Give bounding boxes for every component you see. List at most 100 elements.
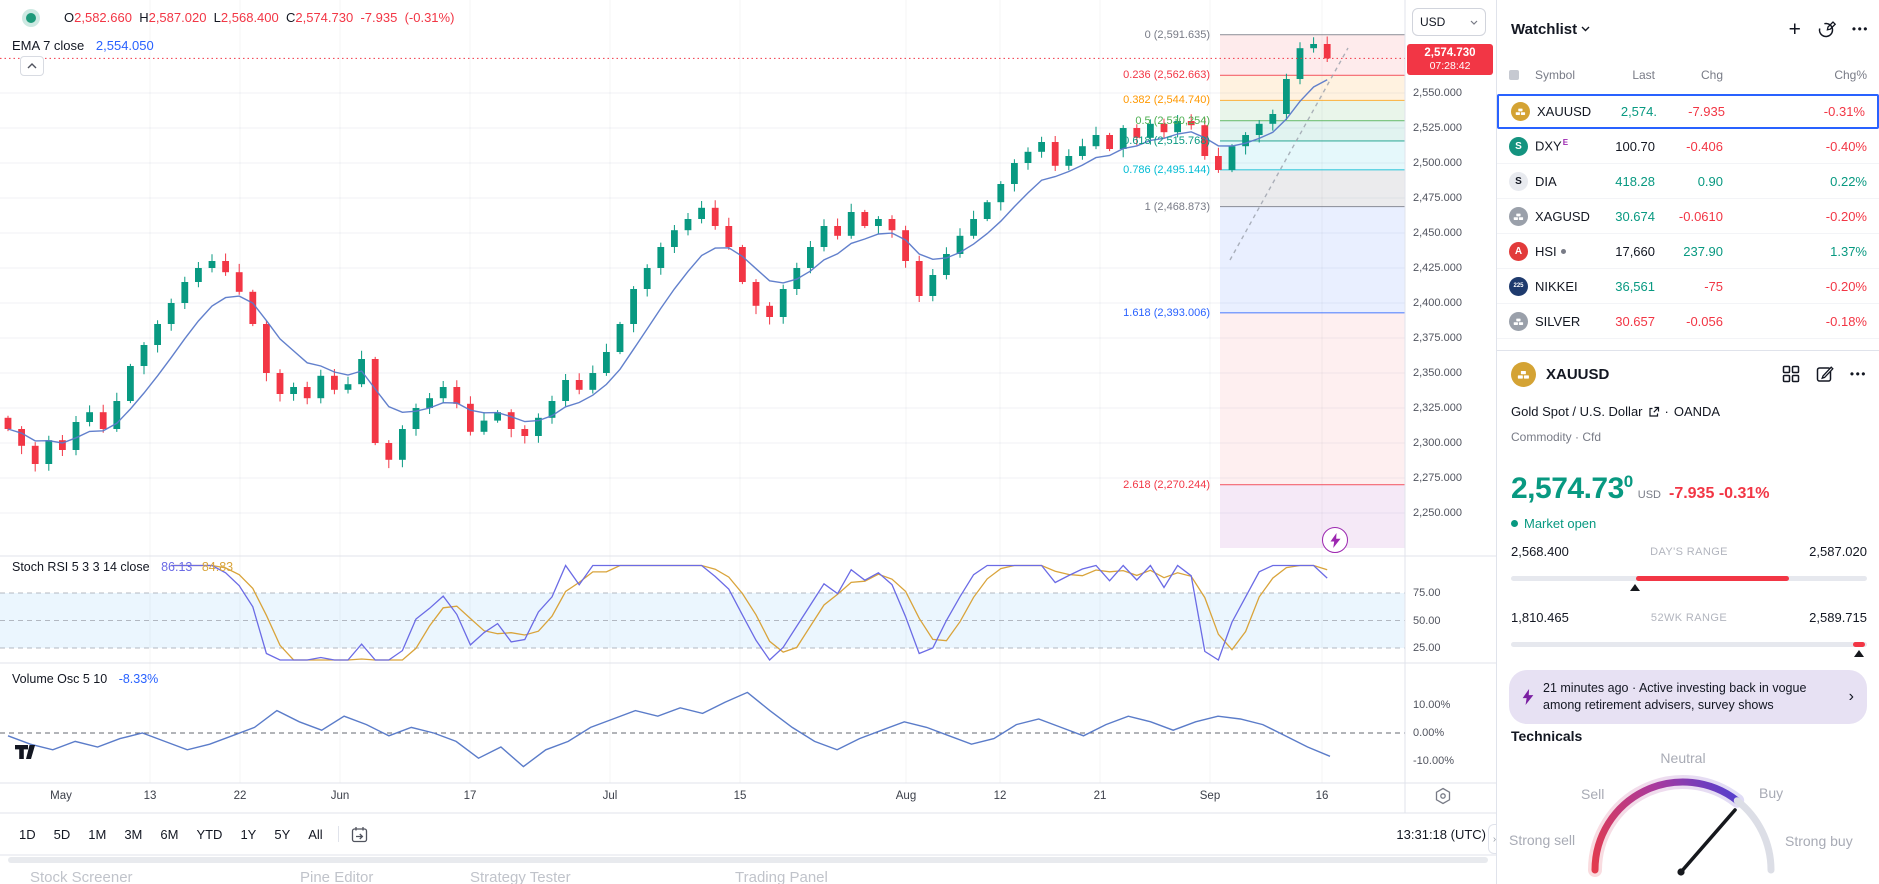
time-axis-label: 17 [463, 790, 477, 802]
clock-utc[interactable]: 13:31:18 (UTC) [1396, 826, 1486, 842]
candlestick-chart[interactable] [0, 0, 1496, 884]
range-buttons: 1D 5D 1M 3M 6M YTD 1Y 5Y All [10, 823, 332, 846]
chevron-down-icon [1470, 20, 1478, 25]
high-value: 2,587.020 [148, 10, 207, 25]
range-button-1y[interactable]: 1Y [231, 823, 265, 846]
watchlist-row-silver[interactable]: SILVER 30.657 -0.056 -0.18% [1497, 304, 1879, 339]
footer-item[interactable]: Pine Editor [300, 869, 374, 884]
price-tick: 2,275.000 [1413, 472, 1462, 484]
range-button-5y[interactable]: 5Y [265, 823, 299, 846]
symbol-letter-icon: 225 [1509, 276, 1528, 296]
price-tick: 2,325.000 [1413, 402, 1462, 414]
price-tick: 2,450.000 [1413, 227, 1462, 239]
column-chg[interactable]: Chg [1700, 68, 1723, 82]
high-label: H [139, 10, 149, 25]
fib-level-label: 1 (2,468.873) [1144, 200, 1210, 213]
tradingview-logo[interactable] [14, 742, 40, 767]
low-value: 2,568.400 [220, 10, 279, 25]
watchlist-title[interactable]: Watchlist [1511, 21, 1590, 38]
row-chg-pct: -0.18% [1825, 313, 1867, 329]
watchlist-row-xauusd[interactable]: XAUUSD 2,574. -7.935 -0.31% [1497, 94, 1879, 129]
fib-level-label: 0.5 (2,530,254) [1135, 114, 1210, 127]
go-to-date-button[interactable] [345, 824, 374, 845]
fib-level-label: 0 (2,591.635) [1144, 28, 1210, 41]
row-chg-pct: 1.37% [1830, 243, 1867, 259]
heatmap-icon[interactable] [1817, 20, 1836, 39]
watchlist-row-dxy[interactable]: S DXYE 100.70 -0.406 -0.40% [1497, 129, 1879, 164]
wk52-range-bar [1511, 642, 1867, 647]
flag-icon[interactable] [1509, 70, 1519, 80]
time-axis-label: Sep [1199, 790, 1221, 802]
collapse-pane-button[interactable] [20, 56, 44, 76]
column-chg-pct[interactable]: Chg% [1834, 68, 1867, 82]
footer-item[interactable]: Trading Panel [735, 869, 828, 884]
row-chg: -7.935 [1688, 104, 1725, 119]
news-chevron-icon[interactable]: › [1848, 688, 1854, 705]
watchlist-row-dia[interactable]: S DIA 418.28 0.90 0.22% [1497, 164, 1879, 199]
exchange-badge: E [1562, 138, 1569, 148]
watchlist-row-hsi[interactable]: A HSI 17,660 237.90 1.37% [1497, 234, 1879, 269]
news-lightning-icon [1522, 689, 1534, 705]
row-symbol: XAGUSD [1535, 208, 1590, 224]
gauge-label-strong-buy: Strong buy [1785, 833, 1853, 849]
column-symbol[interactable]: Symbol [1535, 68, 1576, 82]
gauge-label-strong-sell: Strong sell [1509, 832, 1576, 848]
time-axis-label: 16 [1315, 790, 1329, 802]
time-axis-label: May [50, 790, 72, 802]
watchlist-row-nikkei[interactable]: 225 NIKKEI 36,561 -75 -0.20% [1497, 269, 1879, 304]
section-divider [1497, 350, 1879, 351]
news-item[interactable]: 21 minutes ago · Active investing back i… [1509, 670, 1867, 724]
fib-level-label: 0.236 (2,562.663) [1123, 69, 1210, 82]
symbol-letter-icon: S [1509, 171, 1528, 191]
price-tick: 2,475.000 [1413, 192, 1462, 204]
horizontal-scrollbar[interactable] [8, 857, 1488, 863]
row-chg-pct: -0.31% [1823, 104, 1865, 119]
currency-selector[interactable]: USD [1412, 8, 1486, 36]
row-chg-pct: 0.22% [1830, 173, 1867, 189]
compose-icon[interactable] [1816, 365, 1834, 383]
row-symbol: NIKKEI [1535, 278, 1578, 294]
range-button-1m[interactable]: 1M [79, 823, 115, 846]
ema-label: EMA 7 close [12, 38, 85, 53]
price-tick: 2,500.000 [1413, 157, 1462, 169]
gauge-needle [1679, 808, 1737, 874]
add-symbol-button[interactable]: + [1788, 17, 1801, 41]
price-tick: 2,525.000 [1413, 122, 1462, 134]
detail-more-icon[interactable]: ••• [1849, 367, 1867, 381]
market-status: Market open [1511, 516, 1596, 531]
news-headline: 21 minutes ago · Active investing back i… [1543, 680, 1807, 713]
open-value: 2,582.660 [74, 10, 132, 25]
footer-item[interactable]: Stock Screener [30, 869, 133, 884]
calendar-icon [351, 826, 367, 842]
range-button-all[interactable]: All [299, 823, 331, 846]
open-label: O [64, 10, 75, 25]
chevron-down-icon [1581, 26, 1590, 32]
row-symbol: DXYE [1535, 138, 1569, 154]
watchlist-more-icon[interactable]: ••• [1851, 22, 1869, 36]
price-axis[interactable]: USD 2,574.730 07:28:42 2,550.000 2,525.00… [1406, 0, 1496, 813]
exchange-separator: · [1664, 404, 1669, 419]
detail-symbol-name[interactable]: XAUUSD [1546, 365, 1610, 383]
row-chg: 237.90 [1683, 243, 1723, 259]
volume-tick: 0.00% [1413, 727, 1445, 739]
axis-settings-icon[interactable] [1434, 787, 1452, 810]
range-button-1d[interactable]: 1D [10, 823, 45, 846]
symbol-type: Commodity · Cfd [1511, 430, 1602, 444]
watchlist-row-xagusd[interactable]: XAGUSD 30.674 -0.0610 -0.20% [1497, 199, 1879, 234]
range-button-ytd[interactable]: YTD [187, 823, 231, 846]
grid-view-icon[interactable] [1782, 365, 1800, 383]
column-last[interactable]: Last [1632, 68, 1655, 82]
row-chg: -0.056 [1686, 313, 1723, 329]
external-link-icon[interactable] [1648, 406, 1660, 418]
row-last: 36,561 [1615, 278, 1655, 294]
footer-item[interactable]: Strategy Tester [470, 869, 571, 884]
days-range-marker [1630, 584, 1641, 591]
range-button-6m[interactable]: 6M [151, 823, 187, 846]
events-lightning-button[interactable] [1322, 527, 1348, 553]
watchlist-rows: XAUUSD 2,574. -7.935 -0.31% S DXYE 100.70 -0.40… [1497, 94, 1879, 339]
range-button-5d[interactable]: 5D [45, 823, 80, 846]
ema-value: 2,554.050 [95, 38, 154, 53]
range-button-3m[interactable]: 3M [115, 823, 151, 846]
symbol-letter-icon: A [1509, 241, 1528, 261]
change-pct-value: (-0.31%) [404, 10, 455, 25]
